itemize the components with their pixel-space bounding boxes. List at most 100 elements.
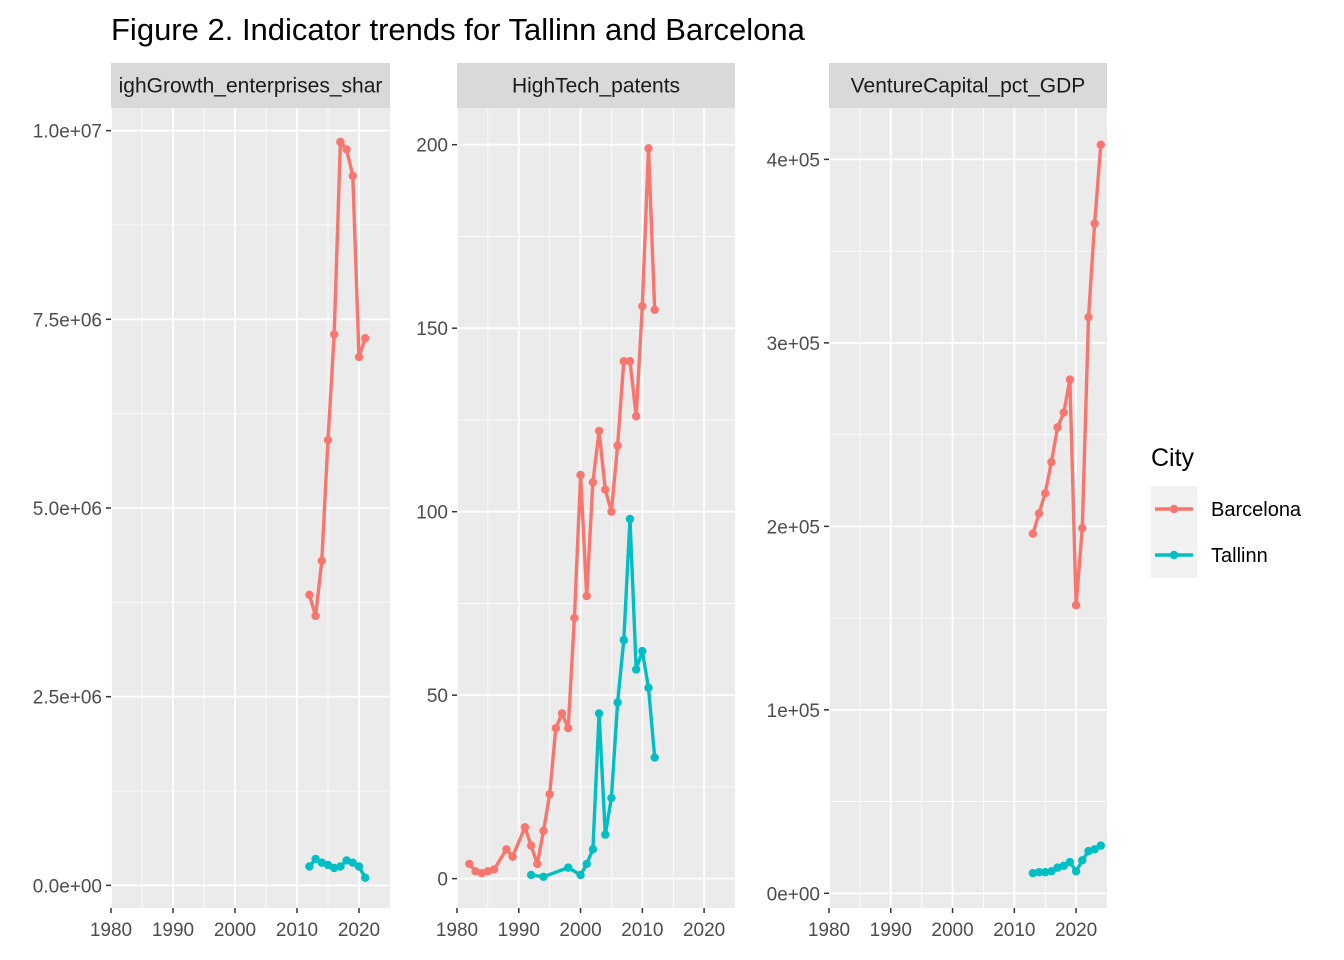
x-tick-label: 1980 xyxy=(90,920,132,941)
data-point xyxy=(1041,489,1050,498)
data-point xyxy=(613,441,622,450)
data-point xyxy=(1059,408,1068,417)
data-point xyxy=(650,753,659,762)
data-point xyxy=(582,591,591,601)
series-barcelona xyxy=(1028,140,1106,610)
data-point xyxy=(601,485,610,494)
x-tick-label: 2010 xyxy=(276,920,318,941)
y-tick-label: 5.0e+06 xyxy=(33,499,102,520)
data-point xyxy=(1028,529,1038,538)
data-point xyxy=(465,859,474,869)
data-point xyxy=(1078,523,1087,533)
data-point xyxy=(638,301,647,311)
series-tallinn xyxy=(526,514,659,882)
data-point xyxy=(361,333,370,343)
data-point xyxy=(348,858,357,867)
data-point xyxy=(1034,509,1044,518)
data-point xyxy=(570,613,579,623)
x-tick-label: 2000 xyxy=(214,920,256,941)
data-point xyxy=(539,826,548,836)
data-point xyxy=(650,305,659,315)
facet-strip xyxy=(829,63,1107,108)
data-point xyxy=(502,845,511,854)
facet-strip xyxy=(111,63,390,108)
data-point xyxy=(520,823,530,832)
data-point xyxy=(613,698,622,707)
data-point xyxy=(1078,856,1087,865)
series-barcelona xyxy=(305,137,370,621)
y-tick-label: 50 xyxy=(427,686,448,707)
x-tick-label: 2000 xyxy=(931,920,973,941)
data-point xyxy=(1071,601,1081,610)
data-point xyxy=(564,863,573,872)
data-point xyxy=(1071,867,1081,876)
legend: City Barcelona Tallinn xyxy=(1151,444,1302,578)
y-tick-label: 0.0e+00 xyxy=(33,876,102,897)
x-tick-label: 2020 xyxy=(338,920,380,941)
data-point xyxy=(644,683,653,693)
facet-panel-2: HighTech_patents 1980 1990 2000 2010 2020 0 50 1… xyxy=(416,63,735,941)
data-point xyxy=(1096,140,1106,149)
data-point xyxy=(330,330,339,339)
data-point xyxy=(305,862,314,871)
data-point xyxy=(625,357,635,366)
panel-background xyxy=(829,108,1107,908)
data-point xyxy=(1041,868,1050,877)
data-point xyxy=(342,145,351,154)
data-point xyxy=(582,859,591,869)
data-point xyxy=(576,470,585,480)
data-point xyxy=(644,144,653,153)
facet-panel-1: ighGrowth_enterprises_shar 1980 1990 2000 20… xyxy=(33,63,390,941)
data-point xyxy=(619,635,628,645)
y-tick-label: 1e+05 xyxy=(767,701,820,722)
series-tallinn xyxy=(1028,841,1106,878)
y-tick-label: 2e+05 xyxy=(767,517,820,538)
facet-strip-label: HighTech_patents xyxy=(512,75,680,98)
data-point xyxy=(594,709,604,718)
data-point xyxy=(1059,861,1068,870)
data-point xyxy=(1047,457,1056,467)
x-tick-label: 1990 xyxy=(870,920,912,941)
data-point xyxy=(539,872,548,882)
data-point xyxy=(1028,868,1038,878)
legend-item-tallinn: Tallinn xyxy=(1151,532,1268,578)
data-point xyxy=(1065,857,1075,867)
data-point xyxy=(545,790,554,799)
data-point xyxy=(526,841,536,850)
data-point xyxy=(1096,841,1106,850)
chart-title: Figure 2. Indicator trends for Tallinn a… xyxy=(111,12,806,47)
data-point xyxy=(1065,375,1075,384)
legend-key-point xyxy=(1169,550,1179,560)
series-barcelona xyxy=(465,144,659,878)
data-point xyxy=(631,665,641,674)
data-point xyxy=(601,830,610,839)
legend-key-point xyxy=(1169,504,1179,514)
data-point xyxy=(551,723,561,733)
y-tick-label: 200 xyxy=(416,136,448,157)
data-point xyxy=(311,854,320,864)
data-point xyxy=(336,862,345,871)
data-point xyxy=(576,870,585,880)
legend-title: City xyxy=(1151,444,1195,472)
data-point xyxy=(1053,423,1062,432)
data-point xyxy=(1090,219,1099,228)
data-point xyxy=(317,556,326,566)
x-tick-label: 1980 xyxy=(436,920,478,941)
data-point xyxy=(607,507,616,516)
x-tick-label: 2020 xyxy=(683,920,725,941)
data-point xyxy=(607,793,616,803)
y-tick-label: 0 xyxy=(437,870,448,891)
data-point xyxy=(526,870,536,880)
data-point xyxy=(533,859,542,869)
facet-strip-label: VentureCapital_pct_GDP xyxy=(851,75,1086,98)
data-point xyxy=(625,514,635,524)
data-point xyxy=(1034,868,1044,877)
data-point xyxy=(508,852,517,861)
x-tick-label: 1990 xyxy=(498,920,540,941)
series-tallinn xyxy=(305,854,370,883)
y-tick-label: 4e+05 xyxy=(767,150,820,171)
y-tick-label: 150 xyxy=(416,319,448,340)
y-tick-label: 7.5e+06 xyxy=(33,310,102,331)
series-line xyxy=(307,140,367,618)
data-point xyxy=(1084,312,1093,322)
